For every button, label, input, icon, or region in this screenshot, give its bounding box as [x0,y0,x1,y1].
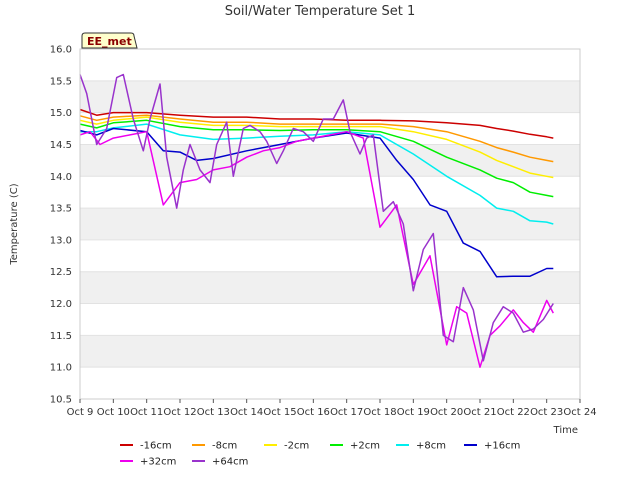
x-tick-label: Oct 24 [563,407,596,418]
x-tick-label: Oct 22 [497,407,530,418]
x-tick-label: Oct 13 [197,407,230,418]
y-tick-label: 13.0 [50,235,72,246]
legend-label: -2cm [284,441,309,452]
legend-label: +64cm [212,457,248,468]
series-line-+32cm [79,130,554,368]
y-tick-label: 12.0 [50,299,72,310]
x-axis-label: Time [553,425,578,436]
x-tick-label: Oct 21 [463,407,496,418]
plot-frame [79,48,581,400]
y-tick-label: 13.5 [50,204,72,215]
series-line--8cm [79,114,554,163]
chart-title: Soil/Water Temperature Set 1 [225,4,416,19]
y-tick-label: 15.5 [50,76,72,87]
y-axis-ticks: 10.5 11.0 11.5 12.0 12.5 13.0 13.5 14.0 14.5 15.0… [50,45,72,406]
grid-band [80,239,580,272]
grid-band [80,208,580,240]
legend-label: -16cm [140,441,172,452]
grid-band [80,303,580,336]
x-tick-label: Oct 10 [97,407,130,418]
x-tick-label: Oct 18 [363,407,396,418]
site-badge-label: EE_met [87,35,132,48]
series-line-+64cm [79,73,554,362]
x-tick-label: Oct 15 [263,407,296,418]
y-tick-label: 11.0 [50,363,72,374]
grid-band [80,367,580,399]
x-tick-label: Oct 9 [67,407,94,418]
y-tick-label: 16.0 [50,45,72,56]
grid-band [80,80,580,113]
legend-label: +8cm [416,441,446,452]
grid-band [80,112,580,145]
x-tick-label: Oct 11 [130,407,163,418]
y-tick-label: 14.0 [50,172,72,183]
series-line--2cm [79,116,554,179]
series-line--16cm [79,108,554,139]
series-lines [79,73,554,368]
x-tick-label: Oct 12 [163,407,196,418]
series-line-+2cm [79,119,554,198]
chart-legend: -16cm -8cm -2cm +2cm +8cm +16cm +32cm +64cm [120,441,520,468]
legend-label: -8cm [212,441,237,452]
y-tick-label: 12.5 [50,267,72,278]
y-tick-label: 15.0 [50,108,72,119]
y-tick-label: 14.5 [50,140,72,151]
x-tick-label: Oct 17 [330,407,363,418]
legend-label: +2cm [350,441,380,452]
site-badge: EE_met [81,32,138,49]
legend-label: +16cm [484,441,520,452]
x-axis-ticks: Oct 9 Oct 10 Oct 11 Oct 12 Oct 13 Oct 14 Oct 1… [67,399,597,418]
x-tick-label: Oct 23 [530,407,563,418]
y-axis-label: Temperature (C) [9,183,20,265]
legend-label: +32cm [140,457,176,468]
y-tick-label: 11.5 [50,331,72,342]
x-tick-label: Oct 16 [297,407,330,418]
x-tick-label: Oct 20 [430,407,463,418]
grid-band [80,335,580,368]
x-tick-label: Oct 19 [397,407,430,418]
x-tick-label: Oct 14 [230,407,263,418]
y-tick-label: 10.5 [50,395,72,406]
series-line-+16cm [79,127,554,278]
grid-band [80,49,580,81]
